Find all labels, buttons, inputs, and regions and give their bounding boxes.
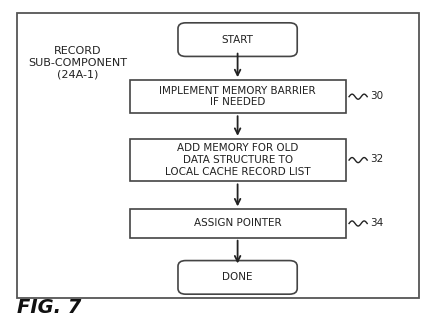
Text: RECORD
SUB-COMPONENT
(24A-1): RECORD SUB-COMPONENT (24A-1) [28,46,127,79]
Text: 34: 34 [371,217,384,228]
FancyBboxPatch shape [17,13,419,298]
Text: 30: 30 [371,91,384,101]
Bar [130,139,346,181]
FancyBboxPatch shape [178,23,297,56]
Text: FIG. 7: FIG. 7 [17,298,82,317]
Text: 32: 32 [371,154,384,164]
Text: START: START [222,35,254,45]
Bar [130,80,346,113]
Text: DONE: DONE [222,272,253,282]
FancyBboxPatch shape [178,261,297,294]
Text: ASSIGN POINTER: ASSIGN POINTER [194,218,281,229]
Text: IMPLEMENT MEMORY BARRIER
IF NEEDED: IMPLEMENT MEMORY BARRIER IF NEEDED [159,86,316,107]
Bar [130,209,346,238]
Text: ADD MEMORY FOR OLD
DATA STRUCTURE TO
LOCAL CACHE RECORD LIST: ADD MEMORY FOR OLD DATA STRUCTURE TO LOC… [165,144,311,177]
